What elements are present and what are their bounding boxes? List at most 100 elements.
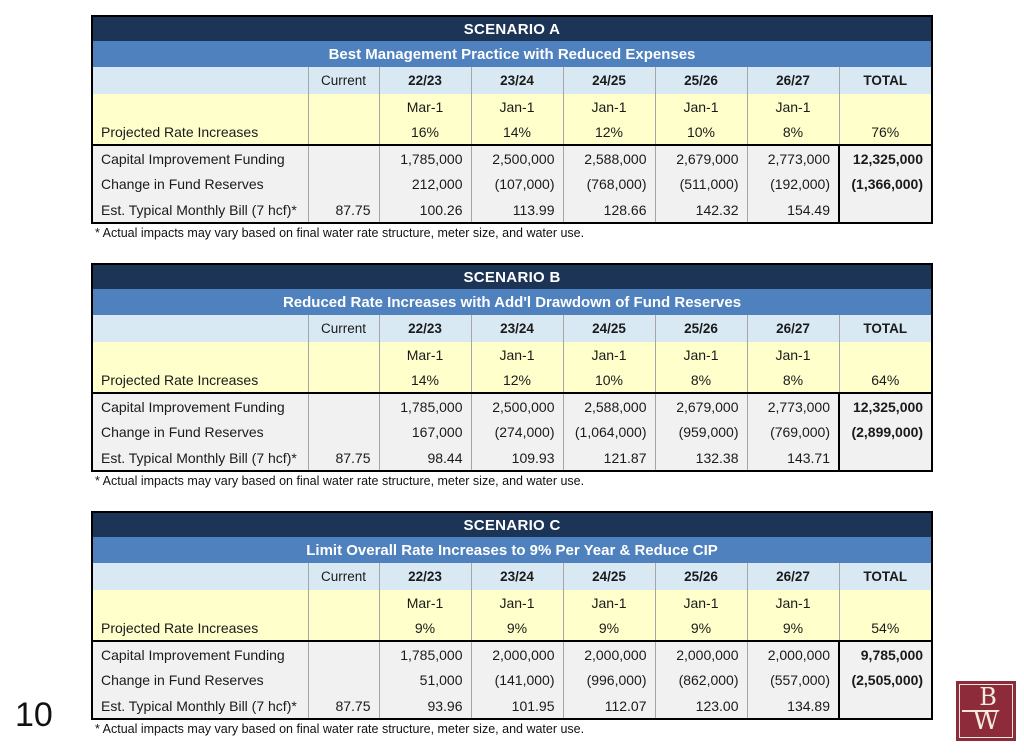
column-header: 23/24	[470, 67, 563, 94]
column-header: 24/25	[562, 67, 655, 94]
row-label: Capital Improvement Funding	[92, 144, 308, 171]
table-row: Capital Improvement Funding 1,785,000 2,50…	[92, 144, 932, 171]
scenario-a-table: SCENARIO A Best Management Practice with …	[91, 15, 933, 224]
effective-date-cell	[307, 590, 379, 615]
table-row: Est. Typical Monthly Bill (7 hcf)* 87.75 1…	[92, 197, 932, 223]
table-row: Projected Rate Increases Mar-1 Jan-1 Jan-1 J…	[92, 342, 933, 393]
row-label: Est. Typical Monthly Bill (7 hcf)*	[92, 693, 308, 719]
effective-date-cell	[838, 590, 933, 615]
column-header: 26/27	[746, 67, 839, 94]
value-cell: 2,588,000	[562, 392, 655, 419]
value-cell	[307, 171, 379, 197]
effective-date-cell: Jan-1	[562, 590, 655, 615]
value-cell	[307, 667, 379, 693]
scenario-b-table: SCENARIO B Reduced Rate Increases with Ad…	[91, 263, 934, 472]
value-cell: 123.00	[654, 693, 747, 719]
value-cell: 132.38	[654, 445, 747, 471]
table-row: Best Management Practice with Reduced Ex…	[92, 41, 932, 67]
column-header: 22/23	[378, 315, 471, 342]
value-cell: 1,785,000	[378, 144, 471, 171]
table-row: Current 22/23 23/24 24/25 25/26 26/27 TOTAL	[92, 563, 933, 590]
column-header: Current	[307, 67, 379, 94]
row-label: Change in Fund Reserves	[92, 667, 308, 693]
column-header: 26/27	[746, 315, 839, 342]
column-header: 26/27	[746, 563, 839, 590]
column-header: TOTAL	[838, 315, 933, 342]
rate-increase-cell: 54%	[838, 615, 933, 641]
value-cell	[307, 419, 379, 445]
column-header	[92, 563, 308, 590]
logo-letter-w: W	[972, 706, 1000, 736]
table-row: Current 22/23 23/24 24/25 25/26 26/27 TOTAL	[92, 315, 933, 342]
row-label: Capital Improvement Funding	[92, 392, 308, 419]
value-cell	[307, 144, 379, 171]
footnote: * Actual impacts may vary based on final…	[95, 722, 585, 736]
column-header: TOTAL	[838, 67, 932, 94]
column-header: 23/24	[470, 563, 563, 590]
table-row: Est. Typical Monthly Bill (7 hcf)* 87.75 9…	[92, 445, 933, 471]
total-cell: 12,325,000	[837, 392, 933, 419]
rate-increase-cell: 9%	[562, 615, 655, 641]
value-cell: 2,000,000	[654, 640, 747, 667]
value-cell: 2,679,000	[654, 392, 747, 419]
bw-logo: B W	[956, 681, 1016, 741]
table-row: SCENARIO A	[92, 16, 932, 41]
row-label: Projected Rate Increases	[92, 94, 308, 145]
value-cell: (768,000)	[562, 171, 655, 197]
column-header: 22/23	[378, 563, 471, 590]
column-header	[92, 67, 308, 94]
footnote: * Actual impacts may vary based on final…	[95, 226, 585, 240]
value-cell: 2,500,000	[470, 392, 563, 419]
effective-date-cell	[838, 342, 933, 367]
total-cell: (1,366,000)	[838, 171, 932, 197]
value-cell: 2,588,000	[562, 144, 655, 171]
column-header: 24/25	[562, 563, 655, 590]
value-cell	[307, 392, 379, 419]
value-cell: 2,773,000	[746, 144, 839, 171]
row-label: Est. Typical Monthly Bill (7 hcf)*	[92, 197, 308, 223]
value-cell: 154.49	[746, 197, 839, 223]
value-cell: 121.87	[562, 445, 655, 471]
rate-increase-cell: 10%	[562, 367, 655, 393]
value-cell: 101.95	[470, 693, 563, 719]
rate-increase-cell	[307, 367, 379, 393]
column-header: 24/25	[562, 315, 655, 342]
value-cell: (959,000)	[654, 419, 747, 445]
effective-date-cell: Jan-1	[470, 590, 563, 615]
value-cell: 100.26	[378, 197, 471, 223]
value-cell: 2,000,000	[470, 640, 563, 667]
effective-date-cell: Mar-1	[378, 590, 471, 615]
table-row: Est. Typical Monthly Bill (7 hcf)* 87.75 9…	[92, 693, 933, 719]
effective-date-cell: Jan-1	[470, 342, 563, 367]
value-cell: 1,785,000	[378, 392, 471, 419]
value-cell: 142.32	[654, 197, 747, 223]
value-cell: 212,000	[378, 171, 471, 197]
value-cell: 51,000	[378, 667, 471, 693]
rate-increase-cell: 10%	[654, 119, 747, 145]
value-cell: 2,679,000	[654, 144, 747, 171]
value-cell: (274,000)	[470, 419, 563, 445]
logo-divider	[962, 710, 998, 712]
value-cell: 87.75	[307, 197, 379, 223]
value-cell: 2,000,000	[562, 640, 655, 667]
effective-date-cell	[838, 94, 932, 119]
column-header: 25/26	[654, 315, 747, 342]
total-cell	[837, 445, 933, 471]
scenario-title: SCENARIO A	[92, 16, 932, 41]
value-cell: 87.75	[307, 693, 379, 719]
rate-increase-cell: 12%	[470, 367, 563, 393]
rate-increase-cell: 8%	[746, 367, 839, 393]
effective-date-cell: Jan-1	[746, 590, 839, 615]
total-cell: (2,505,000)	[837, 667, 933, 693]
table-row: Capital Improvement Funding 1,785,000 2,50…	[92, 392, 933, 419]
row-label: Capital Improvement Funding	[92, 640, 308, 667]
effective-date-cell: Jan-1	[470, 94, 563, 119]
column-header: 23/24	[470, 315, 563, 342]
value-cell: 93.96	[378, 693, 471, 719]
rate-increase-cell: 12%	[562, 119, 655, 145]
rate-increase-cell: 9%	[746, 615, 839, 641]
effective-date-cell	[307, 94, 379, 119]
rate-increase-cell	[307, 615, 379, 641]
scenario-title: SCENARIO B	[92, 264, 933, 289]
value-cell: 109.93	[470, 445, 563, 471]
